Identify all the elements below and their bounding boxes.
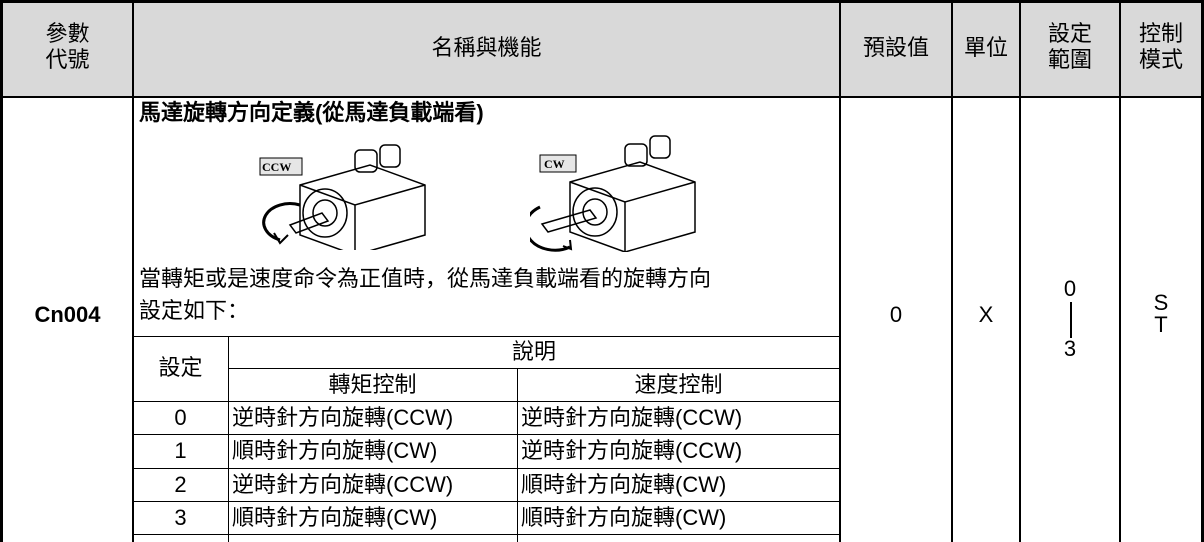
border [132, 0, 134, 542]
unit: X [978, 302, 994, 327]
inner-cell: 逆時針方向旋轉(CCW) [521, 405, 743, 430]
inner-cell: 0 [174, 405, 187, 430]
section-title: 馬達旋轉方向定義(從馬達負載端看) [139, 100, 484, 125]
inner-border [517, 368, 518, 542]
mode: T [1154, 312, 1168, 337]
image-label: CCW [262, 160, 292, 174]
inner-cell: 順時針方向旋轉(CW) [232, 438, 438, 464]
description-line: 當轉矩或是速度命令為正值時，從馬達負載端看的旋轉方向 [139, 266, 712, 291]
inner-border [228, 368, 840, 369]
inner-cell: 逆時針方向旋轉(CCW) [521, 438, 743, 464]
inner-border [133, 434, 840, 435]
param-code: Cn004 [34, 302, 101, 327]
inner-header: 轉矩控制 [328, 372, 417, 397]
header-text: 模式 [1138, 47, 1183, 72]
range-bar [1070, 302, 1072, 338]
header-text: 單位 [963, 35, 1008, 60]
border [1019, 0, 1021, 542]
inner-border [133, 534, 840, 535]
inner-border [133, 336, 840, 337]
border [0, 0, 3, 542]
inner-cell: 逆時針方向旋轉(CCW) [232, 471, 454, 497]
mode: S [1153, 290, 1169, 315]
inner-cell: 順時針方向旋轉(CW) [521, 471, 727, 497]
header-text: 預設值 [862, 35, 929, 60]
description-line: 設定如下： [139, 298, 250, 323]
border [839, 0, 841, 542]
inner-border [133, 401, 840, 402]
inner-cell: 順時針方向旋轉(CW) [232, 504, 438, 530]
header-cell: 控制 模式 [1121, 21, 1201, 73]
inner-cell: 逆時針方向旋轉(CCW) [232, 405, 454, 430]
border [0, 0, 1204, 3]
header-text: 設定 [1047, 21, 1092, 46]
image-label: CW [544, 157, 565, 171]
header-text: 名稱與機能 [431, 35, 542, 60]
border [1201, 0, 1204, 542]
header-cell: 參數 代號 [3, 21, 132, 73]
header-text: 參數 [45, 21, 90, 46]
border [951, 0, 953, 542]
default-value: 0 [889, 302, 903, 327]
header-text: 控制 [1138, 21, 1183, 46]
motor-icon-ccw [259, 144, 426, 250]
header-cell: 設定 範圍 [1021, 21, 1119, 73]
header-text: 範圍 [1047, 47, 1092, 72]
border [1119, 0, 1121, 542]
motor-icon-cw [530, 135, 696, 252]
inner-cell: 3 [174, 504, 187, 530]
inner-border [133, 501, 840, 502]
range-min: 0 [1063, 276, 1077, 301]
inner-cell: 2 [174, 471, 187, 497]
inner-header: 速度控制 [634, 372, 723, 397]
border [0, 96, 1204, 98]
header-bg [0, 0, 1204, 97]
inner-border [228, 336, 229, 542]
inner-cell: 1 [174, 438, 187, 464]
header-text: 代號 [45, 47, 90, 72]
inner-header: 說明 [511, 339, 556, 364]
inner-border [133, 468, 840, 469]
inner-cell: 順時針方向旋轉(CW) [521, 504, 727, 530]
range-max: 3 [1063, 336, 1077, 361]
inner-header: 設定 [158, 355, 203, 380]
